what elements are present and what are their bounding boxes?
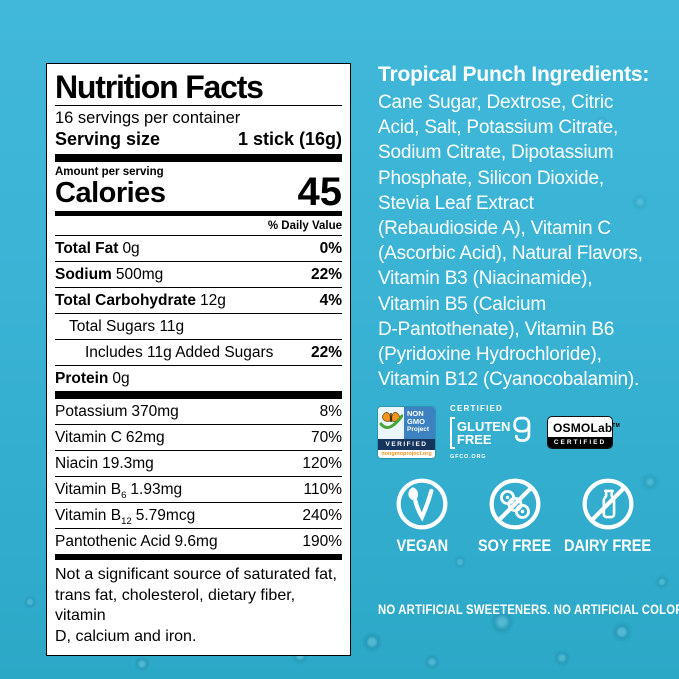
dv-value: 110% bbox=[303, 480, 343, 498]
nutrient-row-total-fat: Total Fat 0g 0% bbox=[55, 236, 342, 263]
dv-value: 22% bbox=[310, 343, 342, 361]
dairy-free-icon bbox=[582, 479, 634, 530]
calories-value: 45 bbox=[297, 169, 343, 214]
servings-per-container: 16 servings per container bbox=[55, 108, 241, 127]
dv-value: 0% bbox=[319, 239, 342, 257]
right-column: Tropical Punch Ingredients: Cane Sugar, … bbox=[378, 60, 679, 617]
dv-value: 190% bbox=[302, 532, 342, 550]
serving-size-label: Serving size bbox=[55, 128, 161, 149]
thick-divider bbox=[55, 153, 342, 162]
nutrition-facts-panel: Nutrition Facts 16 servings per containe… bbox=[46, 63, 351, 657]
ingredients-heading: Tropical Punch Ingredients: bbox=[378, 63, 650, 86]
nutrition-facts-title: Nutrition Facts bbox=[55, 69, 264, 105]
dv-value: 8% bbox=[319, 402, 342, 420]
dv-value: 120% bbox=[302, 454, 342, 472]
nutrient-row-sodium: Sodium 500mg 22% bbox=[55, 262, 342, 289]
non-gmo-url: nongmoproject.org bbox=[378, 449, 435, 458]
vegan-icon bbox=[396, 479, 448, 530]
amount-per-serving-label: Amount per serving bbox=[55, 165, 164, 178]
dv-value: 4% bbox=[319, 291, 342, 309]
serving-size-row: Serving size 1 stick (16g) bbox=[55, 128, 342, 154]
soy-free-icon bbox=[489, 479, 541, 530]
gluten-free-g-icon bbox=[513, 417, 531, 443]
ingredients-list: Cane Sugar, Dextrose, Citric Acid, Salt,… bbox=[378, 92, 643, 391]
no-artificial-claim: NO ARTIFICIAL SWEETENERS. NO ARTIFICIAL … bbox=[378, 602, 679, 617]
nutrient-row-vitamin-c: Vitamin C 62mg 70% bbox=[55, 425, 342, 452]
nutrient-row-added-sugars: Includes 11g Added Sugars 22% bbox=[55, 340, 342, 367]
calories-label: Calories bbox=[55, 177, 166, 210]
diet-icons-row: VEGAN SOY FREE bbox=[378, 476, 678, 556]
thick-divider bbox=[55, 391, 342, 400]
butterfly-icon bbox=[379, 412, 403, 429]
nutrient-row-niacin: Niacin 19.3mg 120% bbox=[55, 451, 342, 478]
serving-size-value: 1 stick (16g) bbox=[237, 128, 342, 149]
nutrient-row-vitamin-b12: Vitamin B12 5.79mcg 240% bbox=[55, 503, 342, 530]
divider bbox=[55, 104, 342, 106]
nutrient-row-potassium: Potassium 370mg 8% bbox=[55, 399, 342, 426]
nutrition-footnote: Not a significant source of saturated fa… bbox=[55, 566, 337, 645]
medium-divider bbox=[55, 211, 342, 217]
divider bbox=[55, 235, 342, 237]
dv-value: 240% bbox=[302, 506, 342, 524]
soy-free-item: SOY FREE bbox=[471, 476, 559, 556]
dv-value: 22% bbox=[310, 265, 342, 283]
non-gmo-project-badge: NON GMO Project VERIFIED nongmoproject.o… bbox=[378, 406, 435, 458]
dv-value: 70% bbox=[310, 428, 342, 446]
dairy-free-item: DAIRY FREE bbox=[564, 476, 652, 556]
certified-gluten-free-badge: CERTIFIED GLUTEN FREE GFCO.ORG bbox=[450, 404, 532, 460]
vegan-item: VEGAN bbox=[378, 476, 466, 556]
non-gmo-verified-bar: VERIFIED bbox=[378, 438, 435, 450]
nutrient-row-vitamin-b6: Vitamin B6 1.93mg 110% bbox=[55, 477, 343, 504]
nutrient-row-total-carbohydrate: Total Carbohydrate 12g 4% bbox=[55, 288, 342, 315]
nutrient-row-protein: Protein 0g bbox=[55, 369, 130, 387]
bracket-shape bbox=[450, 417, 455, 450]
nutrient-row-total-sugars: Total Sugars 11g bbox=[55, 314, 342, 341]
thick-divider bbox=[55, 554, 342, 561]
nutrient-row-pantothenic-acid: Pantothenic Acid 9.6mg 190% bbox=[55, 532, 342, 550]
calories-row: Calories 45 bbox=[55, 169, 343, 214]
osmolab-certified-badge: OSMOLabTM CERTIFIED bbox=[547, 415, 620, 449]
daily-value-header: % Daily Value bbox=[267, 220, 342, 233]
certification-badges: NON GMO Project VERIFIED nongmoproject.o… bbox=[378, 404, 678, 460]
